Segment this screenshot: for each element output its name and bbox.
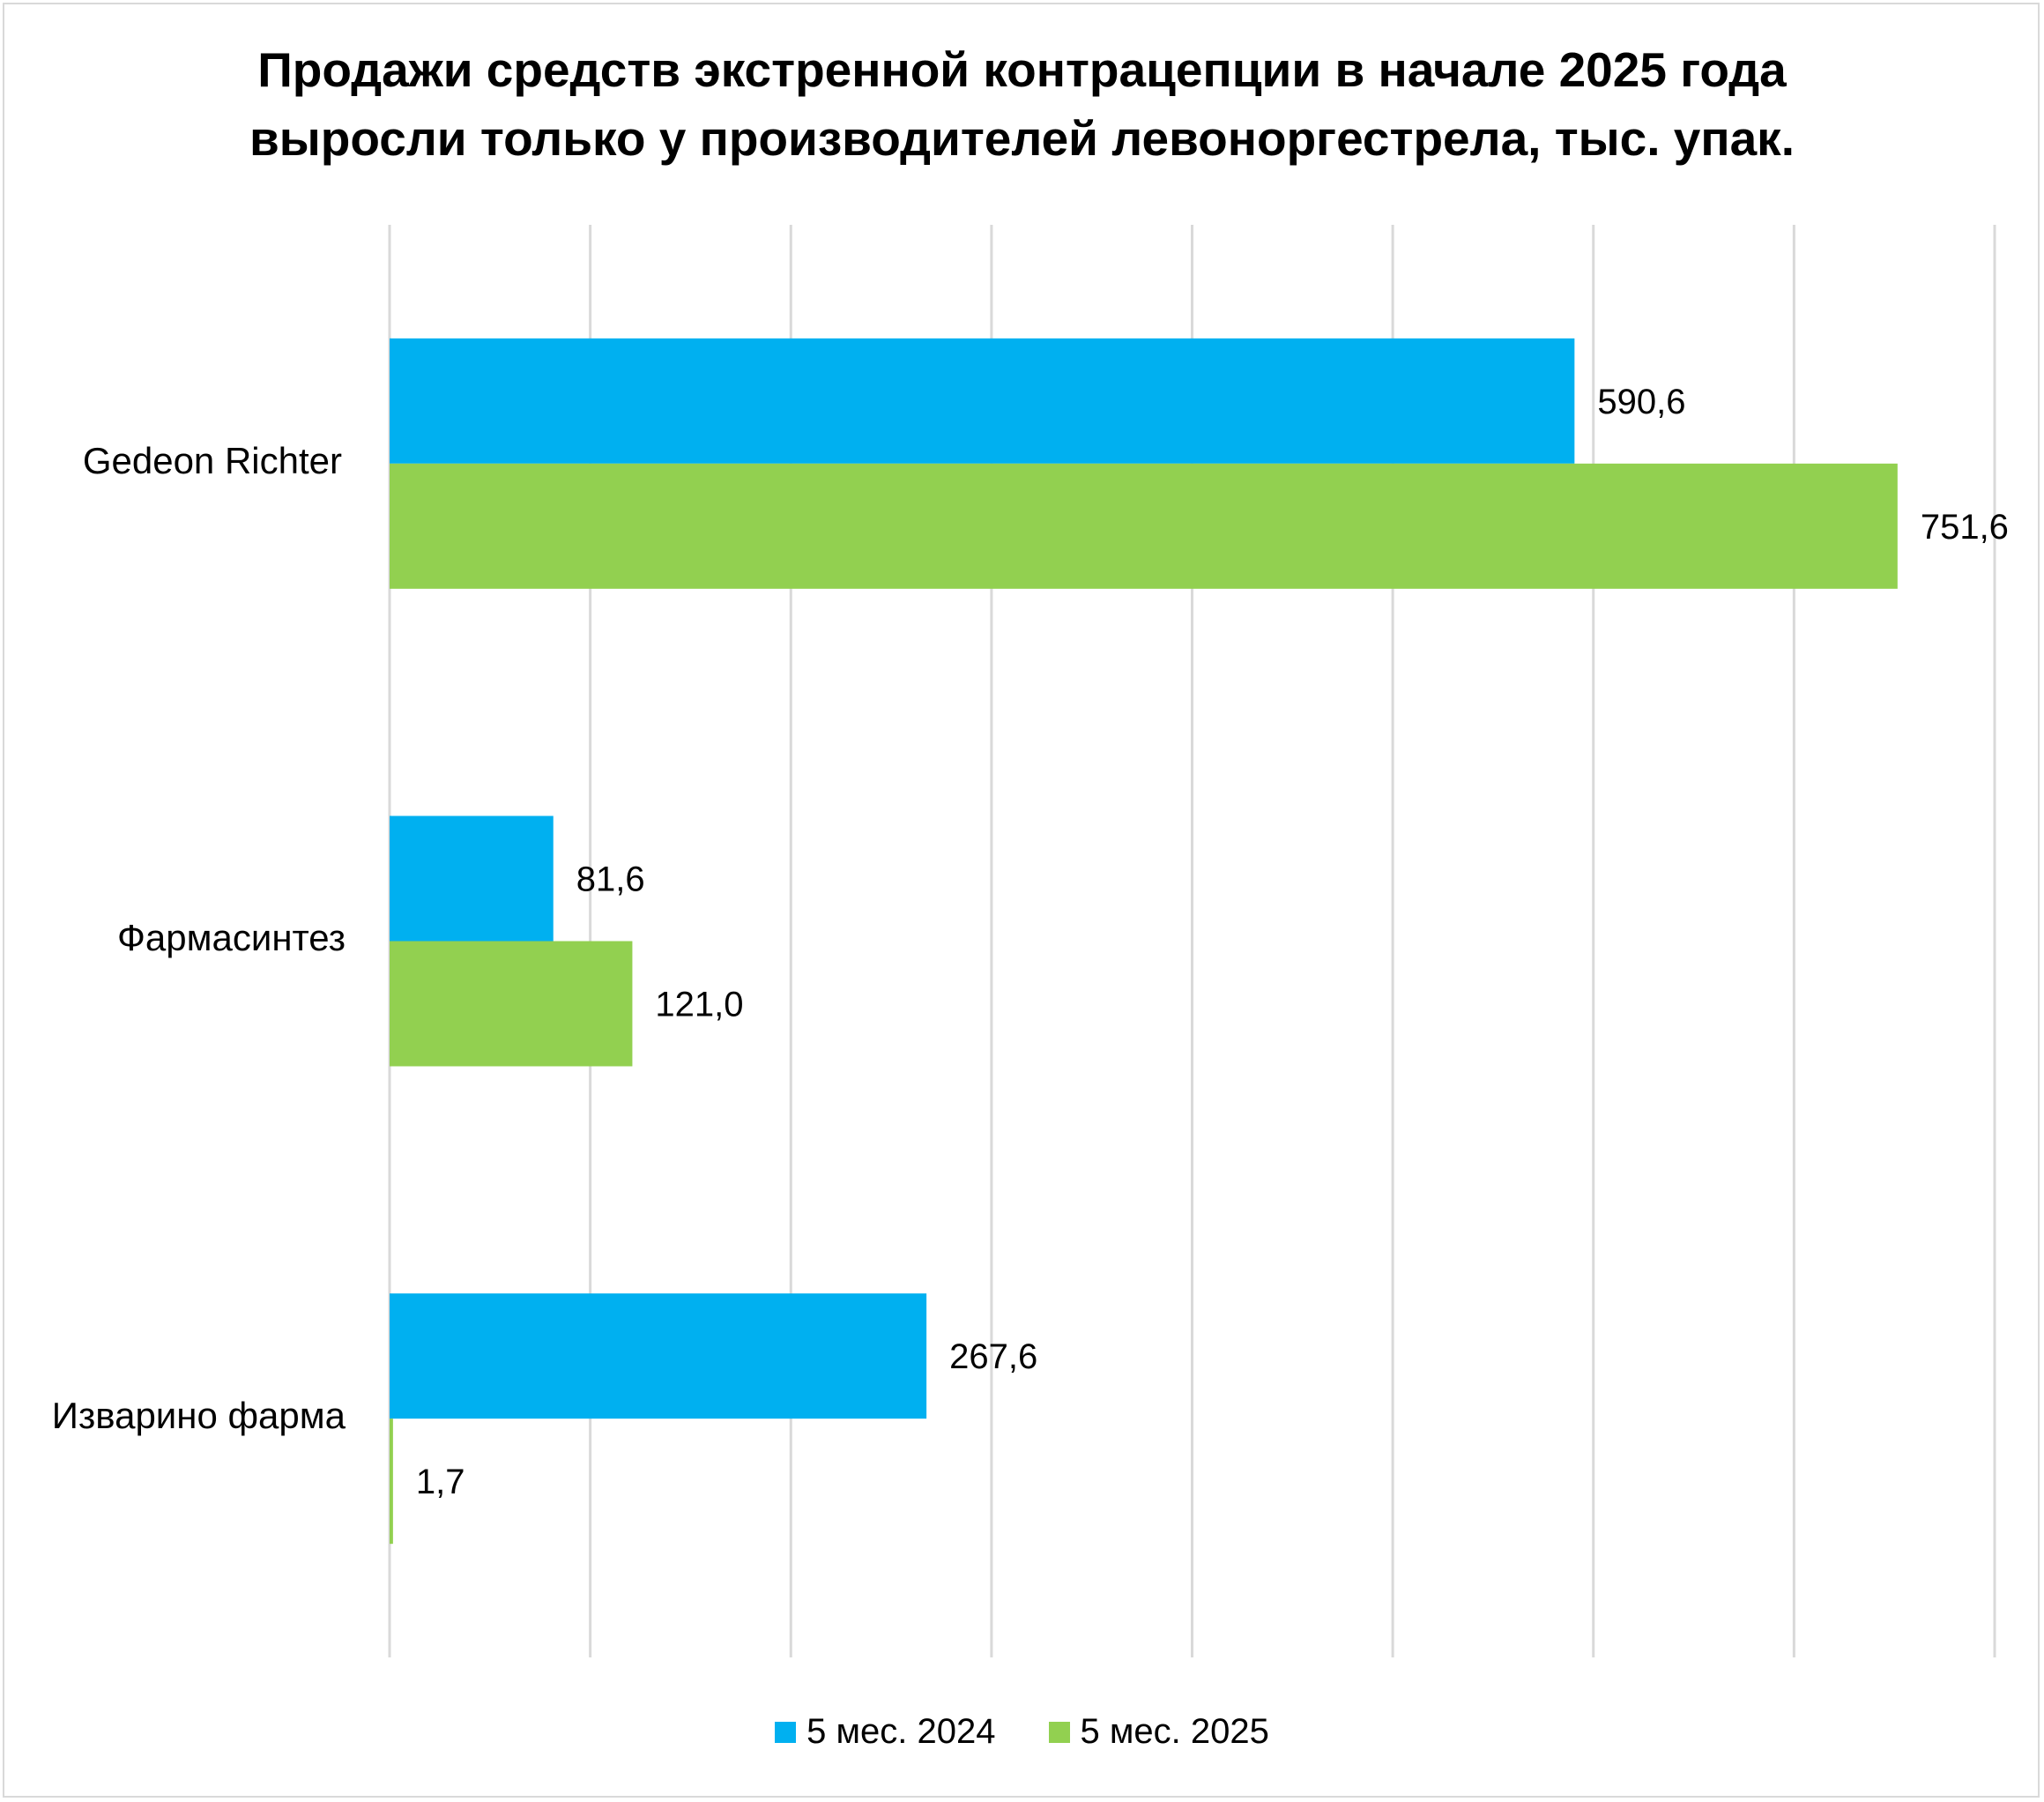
value-label-2025-izvarino-farma: 1,7 [416, 1463, 465, 1501]
value-label-texts: 590,6 81,6 267,6 751,6 121,0 1,7 [416, 383, 2009, 1501]
bar-2024-izvarino-farma [390, 1293, 927, 1419]
category-label-izvarino-farma: Изварино фарма [52, 1395, 346, 1436]
chart-frame [3, 3, 2040, 1798]
bar-2025-farmasintez [390, 941, 633, 1067]
value-label-2024-izvarino-farma: 267,6 [949, 1337, 1037, 1376]
value-label-2024-farmasintez: 81,6 [576, 860, 645, 899]
legend-item-2025: 5 мес. 2025 [1048, 1712, 1269, 1752]
value-label-2025-gedeon-richter: 751,6 [1921, 508, 2009, 547]
legend-label-2024: 5 мес. 2024 [806, 1712, 996, 1751]
bar-2025-izvarino-farma [390, 1419, 393, 1545]
value-label-2025-farmasintez: 121,0 [655, 986, 743, 1024]
bar-2024-farmasintez [390, 815, 554, 942]
value-label-2024-gedeon-richter: 590,6 [1597, 383, 1685, 421]
category-label-gedeon-richter: Gedeon Richter [83, 440, 342, 481]
legend: 5 мес. 2024 5 мес. 2025 [0, 1712, 2044, 1752]
legend-label-2025: 5 мес. 2025 [1080, 1712, 1269, 1751]
bar-2025-gedeon-richter [390, 463, 1898, 589]
bar-2024-gedeon-richter [390, 338, 1575, 464]
legend-swatch-2025 [1048, 1721, 1070, 1743]
chart-title-line-2: выросли только у производителей левонорг… [249, 111, 1795, 166]
legend-swatch-2024 [775, 1721, 797, 1743]
category-label-farmasintez: Фармасинтез [117, 917, 346, 958]
category-labels: Gedeon Richter Фармасинтез Изварино фарм… [52, 440, 346, 1436]
chart-title-line-1: Продажи средств экстренной контрацепции … [257, 42, 1787, 97]
legend-item-2024: 5 мес. 2024 [775, 1712, 996, 1752]
chart-title: Продажи средств экстренной контрацепции … [0, 35, 2044, 173]
bars [390, 338, 1898, 1545]
